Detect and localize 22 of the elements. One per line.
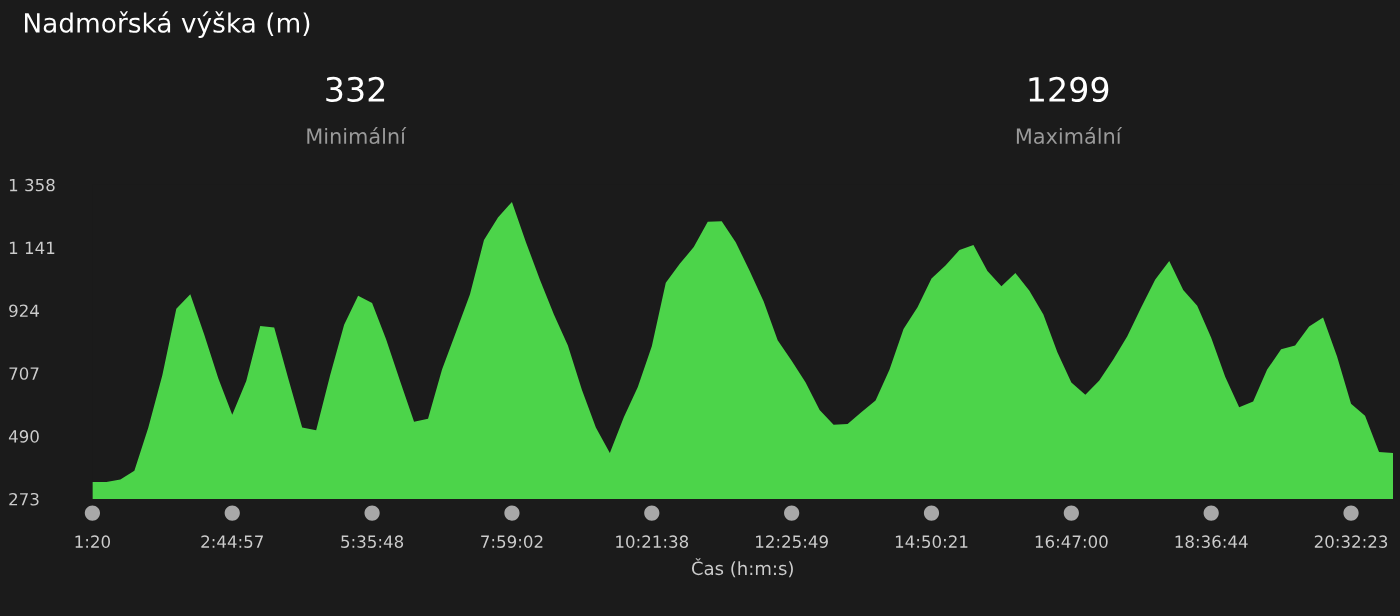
text: Minimální: [307, 127, 407, 145]
text: 332: [326, 76, 385, 103]
chart-title: Nadmořská výška (m): [24, 11, 310, 38]
x-tick-label: 12:25:49: [756, 535, 828, 548]
y-tick-label: 1 141: [9, 241, 55, 254]
y-tick-label: 1 358: [9, 178, 55, 192]
x-tick-label: 20:32:23: [1314, 535, 1388, 548]
y-tick-label: 707: [9, 367, 39, 380]
y-tick-label: 924: [9, 304, 39, 318]
x-tick-label: 5:35:48: [341, 535, 404, 548]
x-tick-label: 2:44:57: [201, 535, 263, 548]
y-tick-label: 273: [9, 492, 39, 506]
x-tick-label: 7:59:02: [481, 535, 543, 548]
text: Maximální: [1016, 127, 1123, 145]
x-tick-label: 14:50:21: [895, 535, 968, 548]
x-tick-label: 16:47:00: [1035, 535, 1108, 548]
x-tick-label: 18:36:44: [1175, 535, 1248, 548]
y-tick-label: 490: [8, 430, 39, 443]
x-axis-title: Čas (h:m:s): [691, 558, 793, 578]
x-tick-label: 10:21:38: [616, 535, 689, 548]
x-tick-label: 1:20: [75, 535, 111, 548]
text: 1299: [1029, 76, 1109, 103]
